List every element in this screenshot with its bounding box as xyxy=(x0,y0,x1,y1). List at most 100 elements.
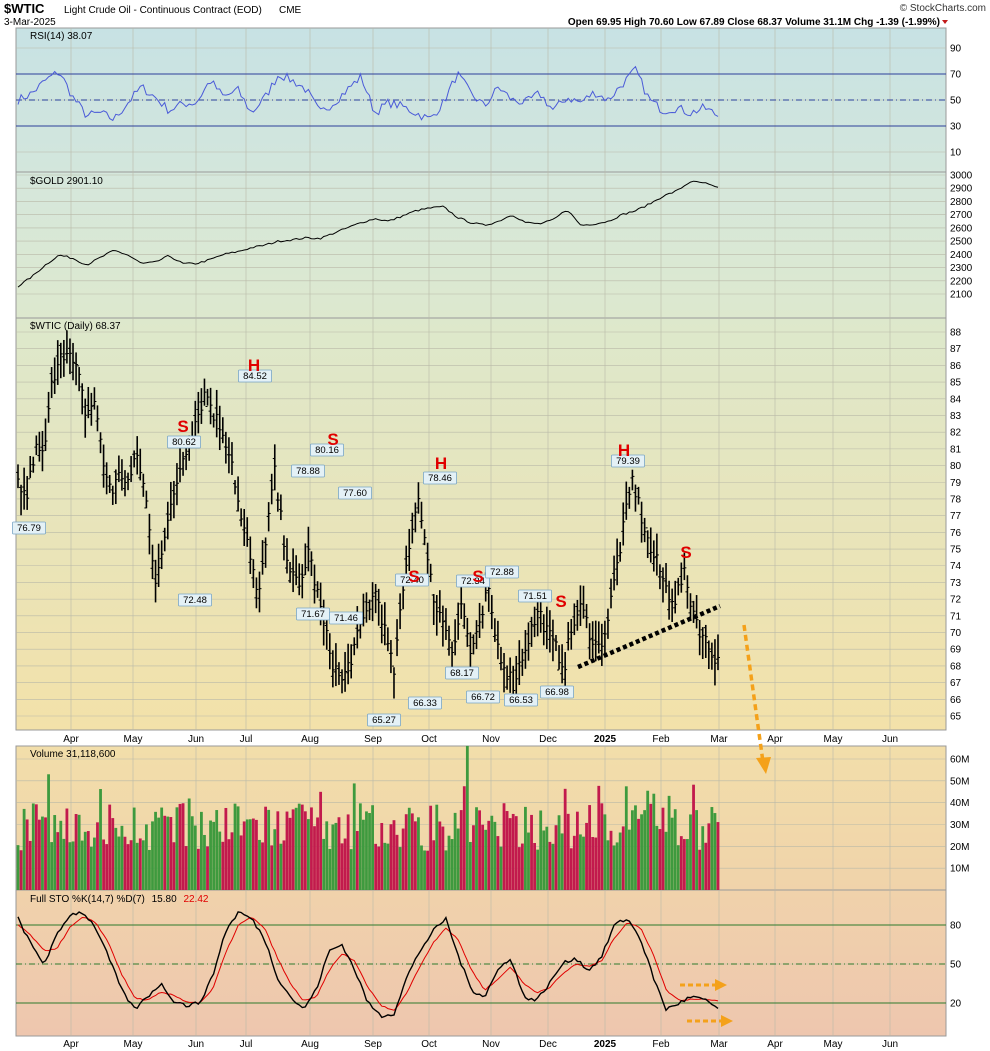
volume-bar xyxy=(496,836,500,890)
price-value-box xyxy=(238,369,272,383)
wtic-tick-label: 88 xyxy=(950,328,962,339)
volume-bar xyxy=(438,821,442,890)
rsi-tick-label: 30 xyxy=(950,122,962,133)
volume-tick-label: 40M xyxy=(950,798,969,809)
price-value-box xyxy=(408,696,442,710)
volume-bar xyxy=(47,774,50,890)
x-axis-month-label: Jun xyxy=(882,734,898,745)
price-value-label: 68.17 xyxy=(450,668,474,679)
volume-bar xyxy=(575,811,579,890)
volume-bar xyxy=(432,840,436,890)
volume-bar xyxy=(597,785,601,890)
price-value-box xyxy=(518,589,552,603)
price-value-label: 80.62 xyxy=(172,437,196,448)
volume-bar xyxy=(53,815,57,890)
volume-bar xyxy=(560,833,564,890)
volume-bar xyxy=(621,826,625,890)
sto-tick-label: 20 xyxy=(950,999,962,1010)
pattern-label: H xyxy=(248,356,260,375)
volume-bar xyxy=(337,817,341,890)
price-value-label: 71.67 xyxy=(301,609,325,620)
x-axis-month-label: Mar xyxy=(710,734,728,745)
volume-bar xyxy=(294,807,298,890)
volume-bar xyxy=(484,829,488,890)
volume-bar xyxy=(270,845,274,890)
volume-bar xyxy=(551,843,555,890)
volume-bar xyxy=(530,814,533,890)
volume-bar xyxy=(239,835,243,890)
volume-bar xyxy=(435,804,439,890)
wtic-tick-label: 75 xyxy=(950,545,962,556)
chart-header: $WTIC Light Crude Oil - Continuous Contr… xyxy=(4,1,986,28)
price-value-box xyxy=(167,435,201,449)
volume-bar xyxy=(340,843,344,890)
wtic-tick-label: 87 xyxy=(950,344,962,355)
x-axis-month-label: Dec xyxy=(539,1039,557,1050)
volume-bar xyxy=(557,815,561,890)
volume-bar xyxy=(413,821,417,890)
volume-bar xyxy=(591,836,595,890)
price-value-label: 76.79 xyxy=(17,523,41,534)
wtic-tick-label: 73 xyxy=(950,578,962,589)
volume-tick-label: 50M xyxy=(950,776,969,787)
volume-bar xyxy=(456,828,460,890)
wtic-tick-label: 77 xyxy=(950,511,962,522)
volume-bar xyxy=(499,846,503,890)
volume-bar xyxy=(80,840,84,890)
volume-bar xyxy=(527,832,530,890)
annotations: 76.79 80.62 72.48 84.52 78.88 80.16 71.67 77.60… xyxy=(12,356,771,1027)
down-triangle-icon xyxy=(942,20,948,24)
x-axis-month-label: Feb xyxy=(652,734,670,745)
grid-layer xyxy=(16,28,946,1036)
volume-bar xyxy=(96,822,99,890)
volume-bar xyxy=(346,814,350,890)
x-axis-month-label: Mar xyxy=(710,1039,728,1050)
volume-bar xyxy=(261,842,264,890)
price-value-box xyxy=(504,693,538,707)
volume-bar xyxy=(108,804,112,890)
volume-bar xyxy=(297,803,301,890)
volume-title: Volume 31,118,600 xyxy=(30,749,116,760)
volume-bar xyxy=(206,846,209,890)
x-axis-month-label: Aug xyxy=(301,1039,319,1050)
volume-bar xyxy=(707,823,711,890)
gold-panel xyxy=(15,171,947,319)
volume-bar xyxy=(258,839,261,890)
volume-bar xyxy=(285,811,289,890)
rsi-tick-label: 10 xyxy=(950,148,962,159)
volume-bar xyxy=(25,819,29,890)
price-value-box xyxy=(395,573,429,587)
volume-bar xyxy=(68,842,72,890)
x-axis-month-label: Oct xyxy=(421,734,437,745)
price-value-box xyxy=(310,443,344,457)
rsi-tick-label: 90 xyxy=(950,44,962,55)
volume-bar xyxy=(328,848,332,890)
price-value-label: 80.16 xyxy=(315,445,339,456)
wtic-tick-label: 76 xyxy=(950,528,962,539)
volume-bar xyxy=(83,831,87,890)
volume-bar xyxy=(371,805,374,890)
volume-bar xyxy=(465,745,469,890)
volume-bar xyxy=(352,783,356,890)
sto-k-value: 15.80 xyxy=(152,894,177,905)
volume-bar xyxy=(710,807,714,890)
volume-bar xyxy=(643,810,647,890)
sto-d-line xyxy=(17,916,719,1011)
volume-bar xyxy=(689,814,692,890)
volume-bar xyxy=(698,849,702,890)
rsi-line xyxy=(17,65,719,122)
price-value-box xyxy=(466,690,500,704)
volume-bar xyxy=(716,822,720,890)
volume-bar xyxy=(16,845,20,890)
price-value-label: 72.88 xyxy=(490,567,514,578)
price-value-box xyxy=(445,666,479,680)
x-axis-month-label: Apr xyxy=(767,1039,783,1050)
volume-bar xyxy=(658,829,662,890)
volume-bar xyxy=(172,842,176,890)
volume-bar xyxy=(612,845,616,890)
wtic-tick-label: 69 xyxy=(950,645,962,656)
sto-title: Full STO %K(14,7) %D(7) 15.80 22.42 xyxy=(30,894,209,905)
volume-bar xyxy=(99,789,102,890)
x-axis-month-label: May xyxy=(124,734,143,745)
